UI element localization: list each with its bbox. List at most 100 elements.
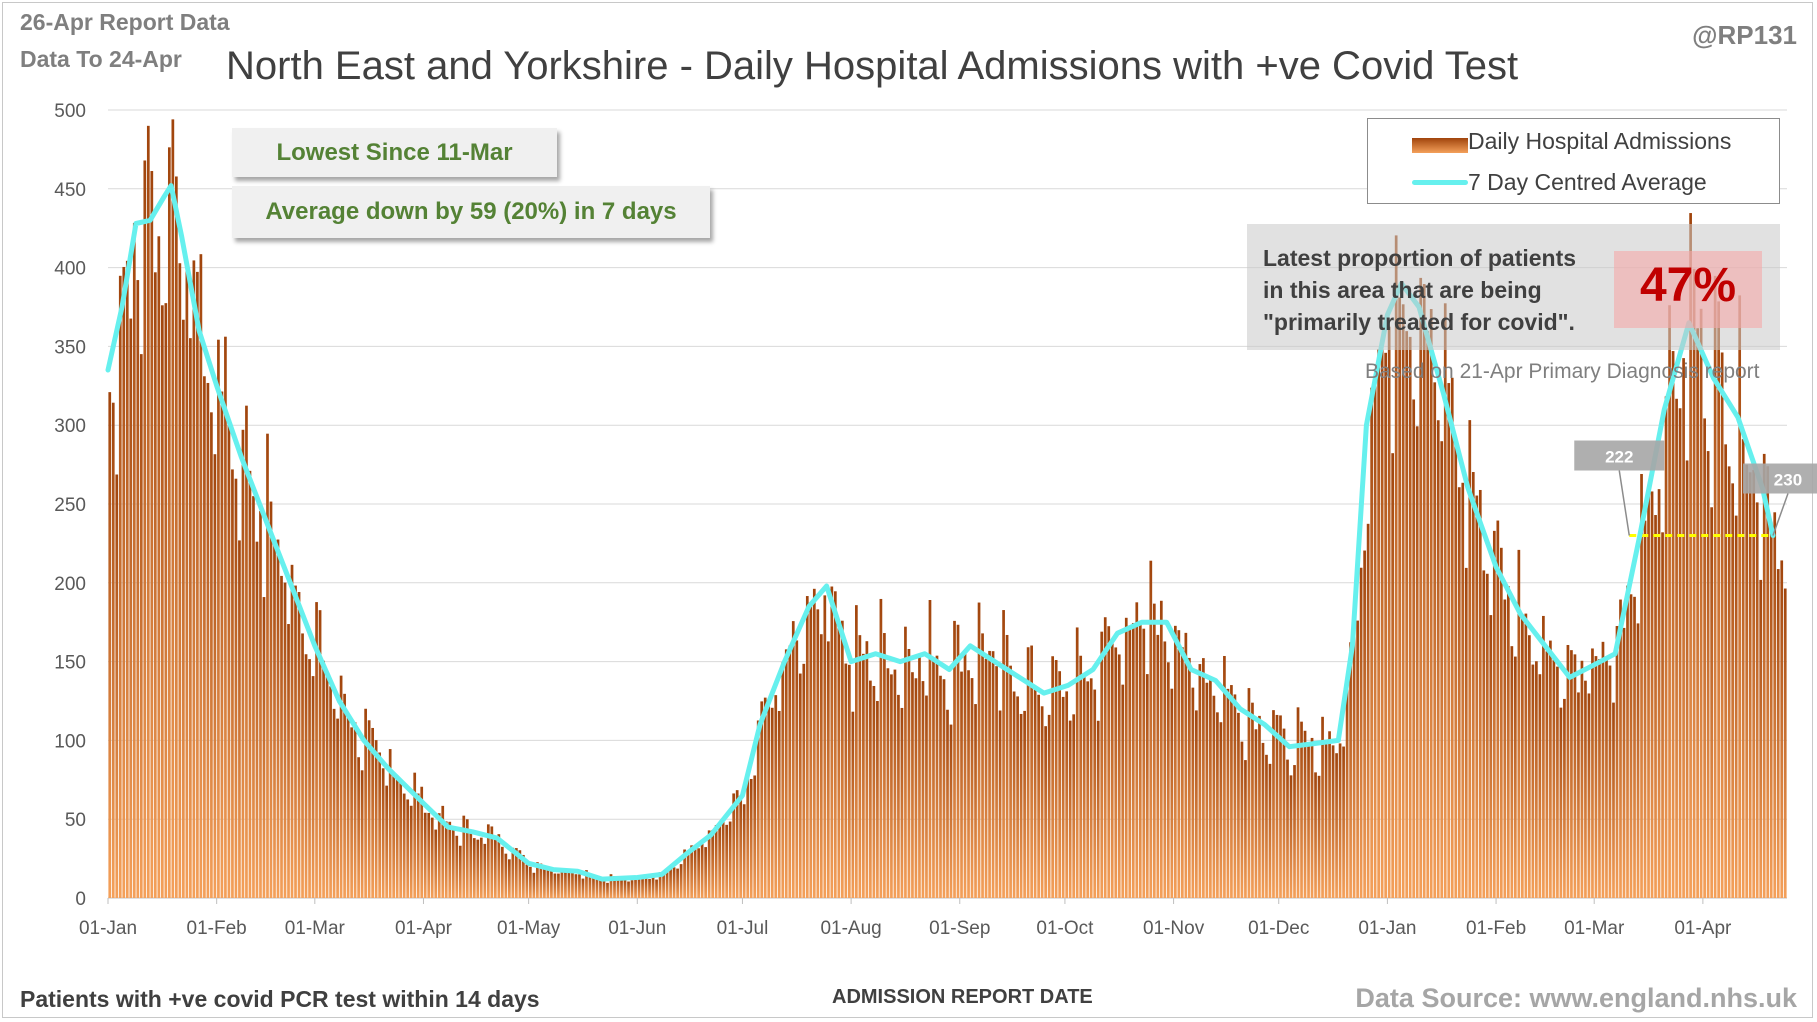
daily-bar: [185, 268, 189, 898]
daily-bar: [623, 879, 627, 898]
daily-bar: [1317, 775, 1321, 898]
daily-bar: [956, 624, 960, 898]
daily-bar: [1720, 352, 1724, 899]
daily-bar: [1324, 744, 1328, 898]
daily-bar: [1037, 694, 1040, 898]
daily-bar: [651, 877, 655, 898]
daily-bar: [1156, 634, 1160, 898]
daily-bar: [1117, 654, 1121, 898]
daily-bar: [981, 633, 984, 898]
daily-bar: [122, 266, 126, 898]
daily-bar: [1668, 305, 1671, 898]
daily-bar: [1619, 599, 1622, 898]
annotation-label: 222: [1605, 448, 1633, 467]
daily-bar: [1033, 687, 1037, 898]
daily-bar: [1177, 630, 1181, 898]
daily-bar: [532, 872, 536, 898]
daily-bar: [1012, 691, 1016, 898]
daily-bar: [1100, 631, 1104, 898]
daily-bar: [1254, 729, 1258, 898]
daily-bar: [749, 778, 753, 898]
daily-bar: [1016, 696, 1019, 898]
daily-bar: [1675, 398, 1678, 898]
daily-bar: [704, 847, 707, 898]
daily-bar: [665, 868, 669, 898]
daily-bar: [634, 876, 637, 898]
daily-bar: [378, 752, 382, 898]
daily-bar: [1303, 730, 1307, 898]
daily-bar: [1776, 569, 1780, 898]
daily-bar: [1152, 603, 1156, 898]
daily-bar: [1065, 691, 1069, 898]
daily-bar: [1009, 665, 1012, 898]
daily-bar: [1121, 684, 1125, 898]
daily-bar: [1391, 453, 1395, 898]
daily-bar: [946, 709, 949, 898]
daily-bar: [441, 805, 445, 898]
daily-bar: [174, 176, 178, 898]
daily-bar: [157, 236, 161, 899]
daily-bar: [1468, 420, 1472, 898]
daily-bar: [1170, 688, 1174, 898]
daily-bar: [777, 710, 781, 898]
daily-bar: [602, 880, 606, 898]
daily-bar: [1237, 712, 1240, 898]
daily-bar: [1577, 692, 1580, 898]
daily-bar: [1289, 775, 1293, 898]
daily-bar: [721, 818, 725, 898]
daily-bar: [1692, 268, 1696, 898]
daily-bar: [1093, 689, 1097, 898]
daily-bar: [1549, 640, 1552, 898]
daily-bar: [1044, 726, 1047, 898]
daily-bar: [150, 171, 154, 899]
daily-bar: [357, 757, 360, 898]
daily-bar: [998, 710, 1002, 898]
daily-bar: [1331, 745, 1335, 898]
daily-bar: [812, 588, 816, 898]
daily-bar: [525, 864, 529, 898]
daily-bar: [855, 605, 858, 898]
daily-bar: [1128, 627, 1132, 898]
y-tick-label: 150: [54, 653, 86, 674]
daily-bar: [1682, 358, 1685, 899]
daily-bar: [1622, 627, 1626, 898]
y-tick-label: 50: [65, 810, 86, 831]
daily-bar: [791, 621, 795, 898]
daily-bar: [690, 845, 693, 898]
daily-bar: [1503, 599, 1507, 898]
daily-bar: [311, 676, 315, 898]
daily-bar: [1352, 624, 1356, 898]
daily-bar: [840, 620, 844, 898]
daily-bar: [798, 673, 802, 898]
daily-bar: [851, 711, 855, 898]
daily-bar: [350, 727, 353, 898]
daily-bar: [585, 870, 588, 898]
daily-bar: [192, 260, 196, 898]
daily-bar: [1436, 420, 1440, 898]
daily-bar: [564, 870, 567, 898]
daily-bar: [1310, 737, 1314, 898]
daily-bar: [1054, 660, 1058, 898]
daily-bar: [918, 654, 921, 898]
daily-bar: [1124, 617, 1128, 898]
daily-bar: [1230, 685, 1233, 898]
daily-bar: [711, 829, 715, 898]
daily-bar: [984, 658, 988, 898]
daily-bar: [1345, 681, 1349, 898]
daily-bar: [1202, 658, 1205, 898]
daily-bar: [1727, 466, 1731, 898]
daily-bar: [259, 510, 262, 898]
daily-bar: [1261, 742, 1265, 898]
x-tick-label: 01-Mar: [1564, 918, 1625, 939]
daily-bar: [1752, 469, 1756, 898]
daily-bar: [399, 782, 403, 898]
daily-bar: [781, 662, 785, 898]
daily-bar: [444, 821, 448, 898]
daily-bar: [483, 843, 487, 898]
daily-bar: [245, 405, 248, 898]
daily-bar: [595, 875, 599, 898]
daily-bar: [1366, 523, 1370, 898]
y-tick-label: 300: [54, 416, 86, 437]
daily-bar: [592, 877, 595, 898]
